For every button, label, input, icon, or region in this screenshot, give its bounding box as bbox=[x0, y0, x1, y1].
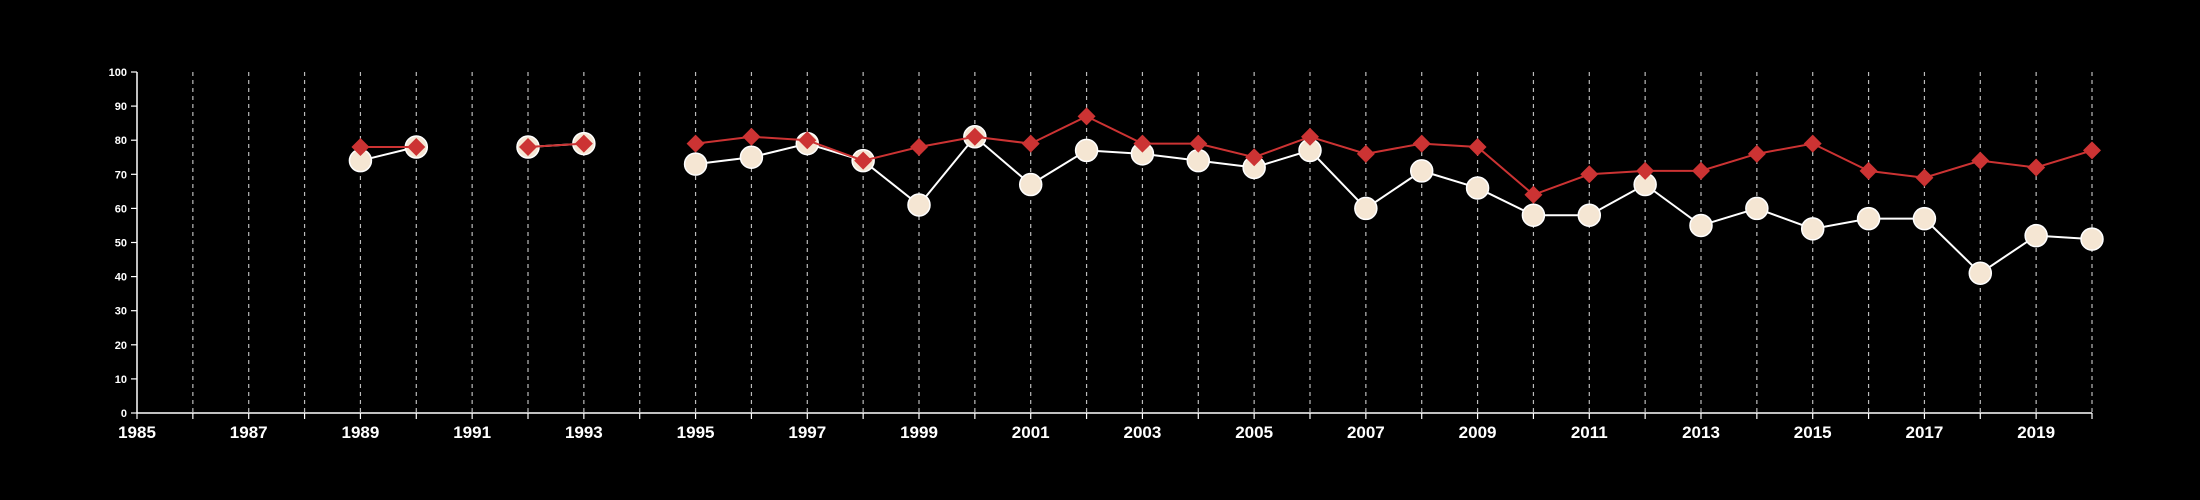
data-point bbox=[854, 151, 873, 170]
y-tick-label: 40 bbox=[115, 272, 127, 284]
series-line bbox=[695, 135, 2093, 275]
data-point bbox=[1747, 144, 1766, 163]
data-point bbox=[1580, 165, 1599, 184]
data-point bbox=[519, 138, 537, 157]
data-point bbox=[683, 152, 708, 176]
axis-layer: 0 10 20 30 40 50 60 70 80 90 100 1985 1987 1989 1991 19… bbox=[109, 67, 2093, 442]
data-point bbox=[1468, 138, 1487, 157]
x-tick-label: 1987 bbox=[230, 423, 268, 442]
data-point bbox=[574, 134, 593, 153]
data-point bbox=[798, 131, 817, 150]
x-tick-label: 1989 bbox=[342, 423, 380, 442]
y-tick-label: 20 bbox=[115, 340, 127, 352]
series-line bbox=[695, 115, 2093, 196]
x-tick-label: 1985 bbox=[118, 423, 156, 442]
y-tick-label: 90 bbox=[115, 101, 127, 113]
data-point bbox=[1186, 148, 1211, 173]
data-point bbox=[2080, 227, 2104, 251]
x-tick-label: 1991 bbox=[453, 423, 491, 442]
data-point bbox=[1301, 127, 1319, 146]
series-0 bbox=[351, 107, 2101, 204]
data-point bbox=[1133, 134, 1152, 153]
data-point bbox=[2027, 158, 2046, 177]
grid-layer bbox=[192, 72, 2093, 413]
data-point bbox=[1859, 161, 1878, 180]
data-point bbox=[2083, 141, 2101, 160]
y-tick-label: 30 bbox=[115, 306, 127, 318]
data-point bbox=[1971, 151, 1990, 170]
data-point bbox=[2024, 223, 2048, 248]
x-tick-label: 1997 bbox=[788, 423, 826, 442]
data-point bbox=[1912, 206, 1937, 231]
x-tick-label: 2013 bbox=[1682, 423, 1720, 442]
data-point bbox=[1915, 168, 1934, 187]
data-point bbox=[1968, 261, 1993, 285]
data-point bbox=[1577, 203, 1602, 227]
series-line bbox=[527, 142, 584, 149]
data-point bbox=[1689, 213, 1713, 238]
series-layer bbox=[348, 107, 2104, 285]
data-point bbox=[1356, 144, 1375, 163]
data-point bbox=[1354, 196, 1378, 221]
data-point bbox=[910, 138, 928, 157]
data-point bbox=[742, 127, 761, 146]
x-tick-label: 2001 bbox=[1012, 423, 1050, 442]
data-point bbox=[1189, 134, 1208, 153]
x-tick-label: 2007 bbox=[1347, 423, 1385, 442]
y-tick-label: 100 bbox=[109, 67, 127, 79]
x-tick-label: 1999 bbox=[900, 423, 938, 442]
y-tick-label: 60 bbox=[115, 203, 127, 215]
x-tick-label: 1995 bbox=[677, 423, 715, 442]
data-point bbox=[1636, 161, 1655, 180]
data-point bbox=[1521, 203, 1546, 227]
x-tick-label: 2017 bbox=[1906, 423, 1944, 442]
x-tick-label: 1993 bbox=[565, 423, 603, 442]
data-point bbox=[686, 134, 705, 153]
data-point bbox=[1465, 176, 1490, 200]
data-point bbox=[1856, 206, 1881, 231]
data-point bbox=[1077, 107, 1096, 126]
data-point bbox=[1021, 134, 1040, 153]
data-point bbox=[1800, 217, 1825, 241]
x-tick-label: 2003 bbox=[1124, 423, 1162, 442]
data-point bbox=[907, 193, 931, 217]
x-tick-label: 2015 bbox=[1794, 423, 1832, 442]
x-tick-label: 2009 bbox=[1459, 423, 1497, 442]
x-tick-label: 2005 bbox=[1235, 423, 1273, 442]
x-tick-label: 2019 bbox=[2017, 423, 2055, 442]
data-point bbox=[1412, 134, 1431, 153]
data-point bbox=[351, 138, 370, 157]
y-tick-label: 10 bbox=[115, 374, 127, 386]
data-point bbox=[1245, 148, 1264, 167]
y-tick-label: 50 bbox=[115, 238, 127, 250]
data-point bbox=[1803, 134, 1822, 153]
data-point bbox=[1409, 159, 1434, 183]
y-tick-label: 70 bbox=[115, 169, 127, 181]
x-tick-label: 2011 bbox=[1571, 423, 1608, 442]
data-point bbox=[1524, 185, 1543, 204]
data-point bbox=[1018, 172, 1043, 197]
data-point bbox=[1745, 196, 1769, 221]
y-tick-label: 80 bbox=[115, 135, 127, 147]
data-point bbox=[965, 127, 984, 146]
data-point bbox=[407, 138, 426, 157]
data-point bbox=[739, 145, 764, 169]
data-point bbox=[1692, 161, 1710, 180]
data-point bbox=[1074, 138, 1099, 163]
y-tick-label: 0 bbox=[121, 408, 127, 420]
